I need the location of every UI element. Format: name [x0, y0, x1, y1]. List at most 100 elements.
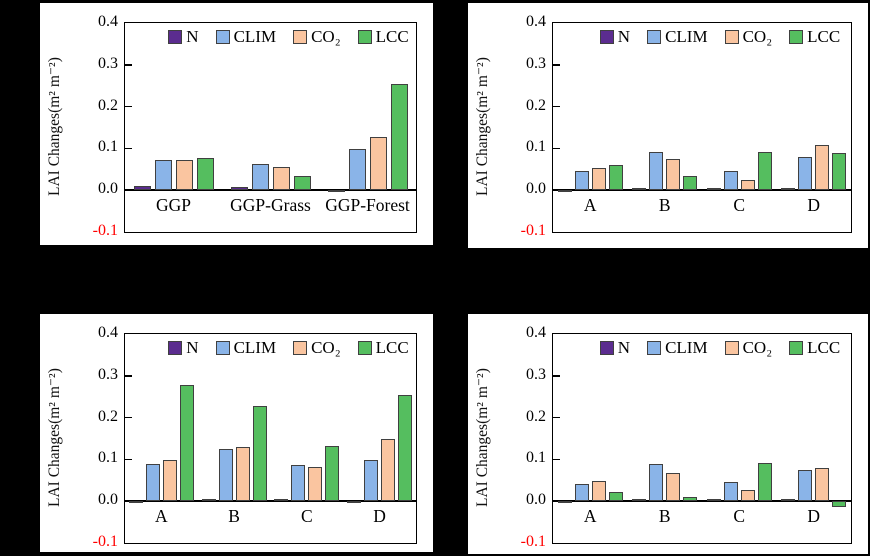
legend-swatch-n-icon	[168, 341, 183, 355]
legend-label: CO₂	[311, 338, 341, 357]
bar-clim-ggp-forest	[348, 149, 366, 191]
y-tick-mark	[125, 64, 132, 66]
category-label: B	[658, 506, 671, 527]
bar-co2-ggp-forest	[369, 137, 387, 191]
category-label: C	[301, 506, 313, 527]
category-label: A	[583, 506, 597, 527]
category-label: D	[807, 195, 821, 216]
bar-clim-ggp-grass	[251, 163, 269, 191]
bar-co2-c	[740, 490, 755, 502]
legend-item-lcc: LCC	[357, 27, 409, 47]
category-axis-labels: A B C D	[553, 506, 851, 527]
bar-lcc-d	[832, 501, 847, 508]
y-tick-label: 0.4	[526, 13, 546, 30]
bars-row	[343, 395, 416, 504]
bar-co2-b	[666, 158, 681, 191]
bar-co2-c	[308, 466, 323, 502]
legend-label: LCC	[375, 338, 409, 357]
bar-group-b	[198, 334, 271, 543]
y-axis-label: LAI Changes(m² m⁻²)	[474, 368, 491, 507]
legend-label: LCC	[375, 27, 409, 46]
y-tick-label: 0.0	[526, 491, 546, 509]
bars-row	[777, 468, 852, 508]
bar-clim-a	[145, 464, 160, 502]
legend-label: N	[617, 338, 631, 357]
legend-label: CO₂	[742, 27, 773, 46]
bar-co2-a	[591, 167, 606, 191]
legend: N CLIM CO₂ LCC	[553, 338, 851, 358]
legend-swatch-co2-icon	[724, 341, 739, 355]
bar-co2-b	[666, 472, 681, 502]
bar-group-a	[553, 334, 628, 543]
legend-label: LCC	[807, 338, 841, 357]
legend-item-n: N	[168, 27, 199, 47]
panel-bottom-right: LAI Changes(m² m⁻²) 0.4 0.3 0.2 0.1 0.0 -0.1 A B…	[468, 314, 868, 554]
legend: N CLIM CO₂ LCC	[553, 27, 851, 47]
bar-group-a	[553, 23, 628, 232]
bars-row	[628, 152, 703, 191]
bar-n-a	[557, 190, 572, 193]
bar-co2-d	[815, 145, 830, 191]
bar-group-c	[702, 23, 777, 232]
bar-n-d	[781, 499, 796, 502]
bar-co2-ggp-grass	[272, 166, 290, 191]
category-label: A	[583, 195, 597, 216]
legend-label: N	[617, 27, 631, 46]
y-tick-mark	[125, 416, 132, 419]
bar-group-ggp-grass	[222, 23, 319, 232]
bar-group-d	[343, 334, 416, 543]
y-tick-label: 0.4	[98, 13, 118, 30]
y-tick-mark	[125, 147, 132, 150]
category-label: B	[658, 195, 671, 216]
bar-lcc-ggp-forest	[390, 84, 408, 191]
bar-group-b	[628, 23, 703, 232]
bars-row	[702, 151, 777, 191]
legend-item-clim: CLIM	[647, 27, 708, 47]
legend-label: N	[186, 27, 199, 46]
y-tick-label: 0.2	[98, 96, 118, 114]
x-axis-zero-line	[125, 189, 416, 191]
bar-co2-a	[162, 460, 177, 502]
bar-lcc-c	[757, 462, 772, 502]
bars-row	[702, 462, 777, 502]
bar-n-b	[201, 499, 216, 502]
bars-row	[319, 84, 416, 193]
legend-item-clim: CLIM	[215, 27, 277, 47]
y-tick-mark	[553, 458, 560, 461]
bar-lcc-c	[757, 151, 772, 191]
legend-swatch-clim-icon	[647, 341, 662, 355]
y-tick-label: 0.0	[98, 180, 118, 198]
bar-groups	[553, 334, 851, 543]
bar-group-c	[271, 334, 344, 543]
x-axis-zero-line	[553, 500, 851, 502]
bar-n-c	[706, 188, 721, 191]
bar-groups	[553, 23, 851, 232]
y-tick-label: 0.2	[526, 96, 546, 114]
y-tick-label: 0.0	[98, 491, 118, 509]
bar-clim-d	[798, 470, 813, 502]
y-tick-mark	[553, 416, 560, 419]
bar-groups	[125, 334, 416, 543]
bar-lcc-a	[608, 165, 623, 191]
bar-lcc-d	[832, 152, 847, 191]
plot-area: A B C D N CLIM CO₂ LCC	[552, 333, 852, 544]
legend-swatch-co2-icon	[293, 30, 308, 44]
bars-row	[222, 163, 319, 191]
y-tick-label: 0.1	[98, 138, 118, 156]
y-tick-label: 0.3	[526, 54, 546, 72]
x-axis-zero-line	[553, 189, 851, 191]
y-tick-label: -0.1	[92, 533, 118, 550]
legend-label: CO₂	[742, 338, 773, 357]
legend-label: CLIM	[233, 27, 277, 46]
bar-groups	[125, 23, 416, 232]
category-axis-labels: A B C D	[553, 195, 851, 216]
bar-lcc-c	[325, 446, 340, 502]
plot-area: A B C D N CLIM CO₂ LCC	[124, 333, 417, 544]
bar-clim-b	[218, 449, 233, 502]
y-tick-label: 0.1	[98, 449, 118, 467]
y-tick-label: -0.1	[520, 533, 546, 550]
y-tick-label: 0.1	[526, 449, 546, 467]
legend-item-n: N	[168, 338, 199, 358]
y-tick-label: 0.1	[526, 138, 546, 156]
